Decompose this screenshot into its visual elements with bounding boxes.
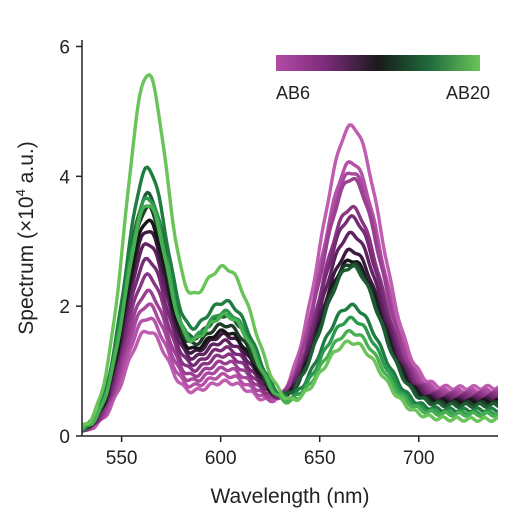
y-tick-label: 0: [59, 427, 70, 448]
y-ticks: 0 2 4 6: [59, 37, 82, 448]
y-tick-label: 4: [59, 167, 70, 188]
colorbar-end-label: AB20: [446, 83, 490, 103]
x-ticks: 550 600 650 700: [106, 436, 435, 469]
x-axis-title: Wavelength (nm): [210, 485, 369, 508]
x-tick-label: 700: [403, 448, 435, 469]
axes-group: [81, 40, 498, 437]
y-axis-title-main: Spectrum (×10: [15, 196, 38, 334]
colorbar: [276, 55, 480, 71]
y-tick-label: 2: [59, 297, 70, 318]
y-tick-label: 6: [59, 37, 70, 58]
x-tick-label: 650: [304, 448, 336, 469]
x-tick-label: 550: [106, 448, 138, 469]
series-line: [82, 190, 498, 432]
colorbar-start-label: AB6: [276, 83, 310, 103]
series-line: [82, 73, 498, 428]
series-line: [82, 177, 498, 433]
x-tick-label: 600: [205, 448, 237, 469]
y-axis-title-unit: a.u.): [15, 141, 38, 189]
series-group: [82, 73, 498, 433]
colorbar-legend: AB6 AB20: [276, 55, 490, 103]
y-axis-title: Spectrum (×104 a.u.): [13, 141, 38, 334]
y-axis-title-exponent: 4: [13, 189, 28, 196]
series-line: [82, 204, 498, 431]
